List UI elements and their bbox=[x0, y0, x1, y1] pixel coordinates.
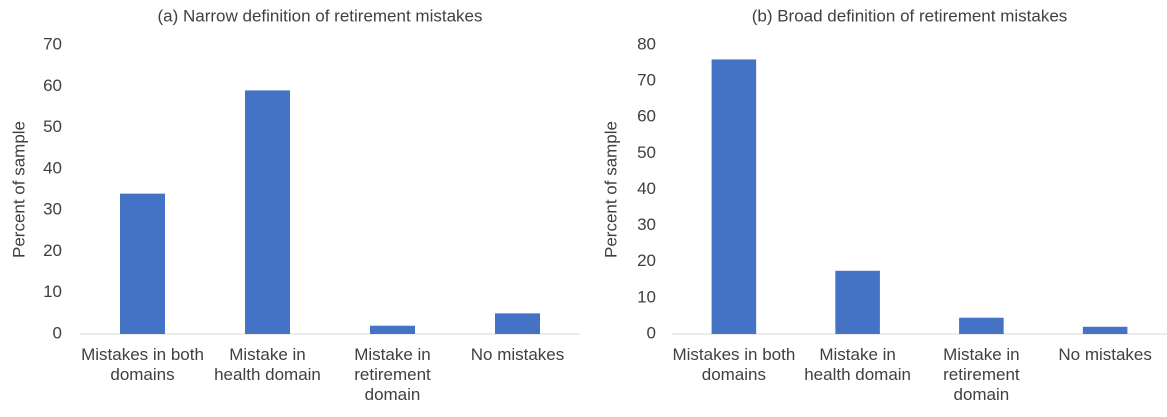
x-tick-label: No mistakes bbox=[1058, 345, 1152, 364]
bar bbox=[370, 325, 415, 334]
y-tick-label: 40 bbox=[43, 158, 62, 177]
bar bbox=[959, 317, 1004, 334]
y-tick-label: 0 bbox=[53, 323, 62, 342]
x-tick-label: No mistakes bbox=[470, 345, 565, 364]
y-tick-label: 40 bbox=[637, 179, 656, 198]
bar bbox=[711, 59, 757, 334]
y-tick-label: 0 bbox=[647, 323, 656, 342]
y-tick-label: 80 bbox=[637, 34, 656, 53]
y-tick-label: 60 bbox=[43, 76, 62, 95]
y-tick-label: 30 bbox=[43, 200, 62, 219]
y-tick-label: 10 bbox=[637, 287, 656, 306]
bar bbox=[245, 90, 290, 335]
y-tick-label: 50 bbox=[43, 117, 62, 136]
bar bbox=[835, 270, 880, 334]
y-axis-label: Percent of sample bbox=[601, 121, 620, 258]
y-tick-label: 30 bbox=[637, 215, 656, 234]
bar bbox=[1082, 326, 1128, 334]
x-tick-label: Mistakes in both domains bbox=[81, 345, 204, 384]
y-tick-label: 70 bbox=[637, 71, 656, 90]
x-tick-label: Mistake in health domain bbox=[804, 345, 912, 384]
x-tick-label: Mistake in retirement domain bbox=[943, 345, 1020, 404]
y-axis-label: Percent of sample bbox=[9, 121, 28, 258]
y-tick-label: 20 bbox=[43, 241, 62, 260]
y-tick-label: 20 bbox=[637, 251, 656, 270]
chart-title: (a) Narrow definition of retirement mist… bbox=[157, 6, 482, 25]
chart-title: (b) Broad definition of retirement mista… bbox=[752, 6, 1068, 25]
x-tick-label: Mistake in retirement domain bbox=[354, 345, 431, 404]
y-tick-label: 50 bbox=[637, 143, 656, 162]
x-tick-label: Mistake in health domain bbox=[214, 345, 321, 384]
bar bbox=[495, 313, 540, 334]
y-tick-label: 60 bbox=[637, 107, 656, 126]
y-tick-label: 70 bbox=[43, 34, 62, 53]
bar bbox=[120, 193, 165, 334]
x-tick-label: Mistakes in both domains bbox=[672, 345, 796, 384]
y-tick-label: 10 bbox=[43, 282, 62, 301]
